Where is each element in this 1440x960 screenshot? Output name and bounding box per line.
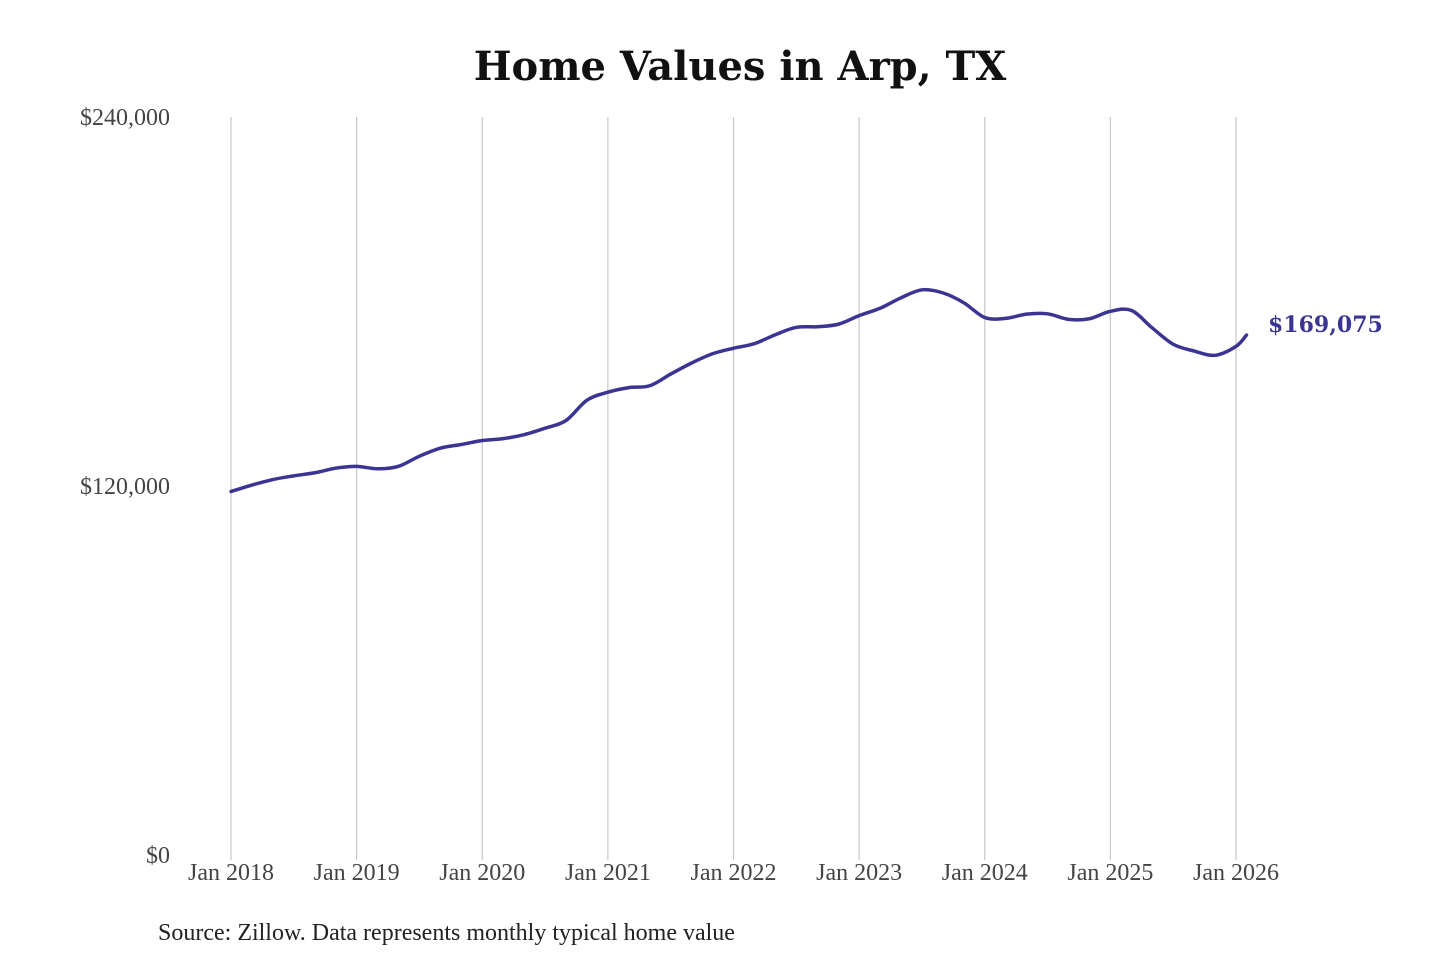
y-tick-label: $120,000 (80, 474, 170, 500)
last-value-label: $169,075 (1268, 312, 1383, 338)
y-axis-ticks: $0 $120,000 $240,000 (80, 105, 170, 869)
x-axis-ticks: Jan 2018 Jan 2019 Jan 2020 Jan 2021 Jan 2022… (188, 860, 1279, 886)
x-tick-label: Jan 2021 (565, 860, 651, 886)
x-tick-label: Jan 2018 (188, 860, 274, 886)
x-tick-label: Jan 2022 (691, 860, 777, 886)
x-tick-label: Jan 2025 (1067, 860, 1153, 886)
source-note: Source: Zillow. Data represents monthly … (158, 920, 735, 946)
x-tick-label: Jan 2020 (439, 860, 525, 886)
x-tick-label: Jan 2026 (1193, 860, 1279, 886)
x-tick-label: Jan 2023 (816, 860, 902, 886)
series-line (229, 287, 1249, 494)
chart-title: Home Values in Arp, TX (474, 43, 1007, 90)
x-tick-label: Jan 2024 (942, 860, 1028, 886)
y-tick-label: $0 (146, 843, 170, 869)
series-layer (229, 287, 1249, 494)
gridlines (230, 117, 1237, 860)
x-tick-label: Jan 2019 (314, 860, 400, 886)
y-tick-label: $240,000 (80, 105, 170, 131)
